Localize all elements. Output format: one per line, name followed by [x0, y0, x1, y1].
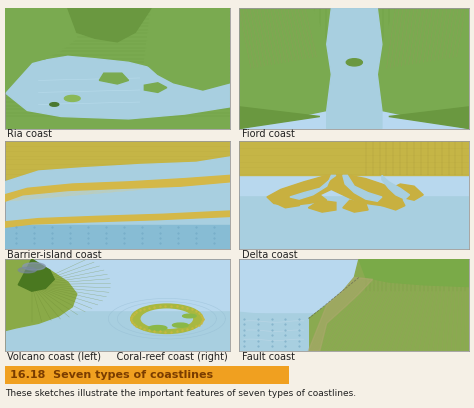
Polygon shape [272, 189, 304, 204]
Bar [239, 8, 469, 69]
Bar [239, 141, 469, 195]
Bar [239, 259, 469, 313]
Polygon shape [5, 141, 230, 182]
Polygon shape [343, 175, 382, 201]
Text: 16.18  Seven types of coastlines: 16.18 Seven types of coastlines [10, 370, 214, 380]
Polygon shape [68, 8, 151, 42]
Polygon shape [5, 259, 77, 351]
Ellipse shape [182, 314, 196, 318]
Polygon shape [5, 157, 230, 195]
Text: Barrier-island coast: Barrier-island coast [7, 250, 101, 259]
Ellipse shape [173, 323, 188, 327]
Text: Volcano coast (left)     Coral-reef coast (right): Volcano coast (left) Coral-reef coast (r… [7, 352, 228, 361]
Bar [5, 259, 230, 310]
Polygon shape [373, 193, 405, 210]
Polygon shape [239, 313, 308, 351]
Polygon shape [377, 8, 469, 129]
Polygon shape [276, 197, 304, 208]
Polygon shape [144, 83, 167, 92]
Ellipse shape [18, 267, 36, 273]
Ellipse shape [23, 263, 45, 270]
Bar [239, 141, 469, 175]
Polygon shape [239, 107, 320, 129]
Text: Delta coast: Delta coast [242, 250, 297, 259]
Text: Ria coast: Ria coast [7, 129, 52, 139]
Polygon shape [290, 175, 336, 199]
Polygon shape [308, 259, 469, 351]
Text: Fiord coast: Fiord coast [242, 129, 294, 139]
Polygon shape [144, 8, 230, 90]
Text: These sketches illustrate the important features of seven types of coastlines.: These sketches illustrate the important … [5, 390, 356, 399]
Polygon shape [18, 259, 54, 291]
Ellipse shape [149, 326, 167, 330]
Polygon shape [389, 184, 423, 200]
Polygon shape [308, 277, 373, 351]
Polygon shape [327, 8, 382, 129]
Polygon shape [382, 175, 410, 199]
Ellipse shape [50, 103, 59, 106]
Polygon shape [239, 8, 331, 129]
Polygon shape [99, 73, 128, 84]
Text: Fault coast: Fault coast [242, 352, 295, 361]
Polygon shape [308, 200, 336, 212]
Ellipse shape [64, 95, 80, 102]
Bar [5, 141, 230, 182]
Polygon shape [5, 56, 230, 119]
Polygon shape [5, 8, 77, 92]
Polygon shape [359, 259, 469, 286]
Ellipse shape [346, 59, 362, 66]
Polygon shape [267, 175, 405, 206]
Bar [5, 225, 230, 249]
Polygon shape [343, 200, 368, 212]
Polygon shape [389, 107, 469, 129]
Polygon shape [5, 175, 230, 201]
Polygon shape [5, 211, 230, 227]
